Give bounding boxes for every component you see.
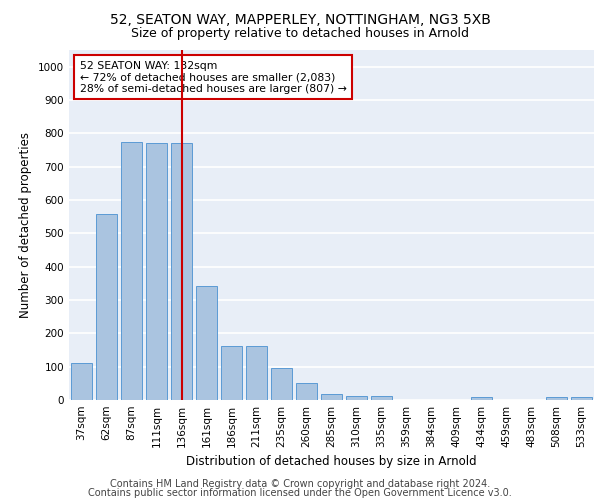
Bar — [221, 346, 242, 400]
Bar — [371, 396, 392, 400]
Bar — [96, 214, 117, 400]
Bar — [121, 142, 142, 400]
Text: Size of property relative to detached houses in Arnold: Size of property relative to detached ho… — [131, 28, 469, 40]
Text: 52, SEATON WAY, MAPPERLEY, NOTTINGHAM, NG3 5XB: 52, SEATON WAY, MAPPERLEY, NOTTINGHAM, N… — [110, 12, 490, 26]
Bar — [346, 396, 367, 400]
Bar — [71, 362, 92, 400]
Text: Contains HM Land Registry data © Crown copyright and database right 2024.: Contains HM Land Registry data © Crown c… — [110, 479, 490, 489]
Bar — [246, 346, 267, 400]
Bar — [571, 397, 592, 400]
Bar — [471, 397, 492, 400]
Text: Contains public sector information licensed under the Open Government Licence v3: Contains public sector information licen… — [88, 488, 512, 498]
Text: 52 SEATON WAY: 132sqm
← 72% of detached houses are smaller (2,083)
28% of semi-d: 52 SEATON WAY: 132sqm ← 72% of detached … — [79, 60, 346, 94]
Bar — [146, 144, 167, 400]
Bar — [321, 394, 342, 400]
X-axis label: Distribution of detached houses by size in Arnold: Distribution of detached houses by size … — [186, 456, 477, 468]
Bar — [296, 382, 317, 400]
Bar — [171, 144, 192, 400]
Bar — [546, 397, 567, 400]
Bar — [196, 286, 217, 400]
Bar — [271, 368, 292, 400]
Y-axis label: Number of detached properties: Number of detached properties — [19, 132, 32, 318]
